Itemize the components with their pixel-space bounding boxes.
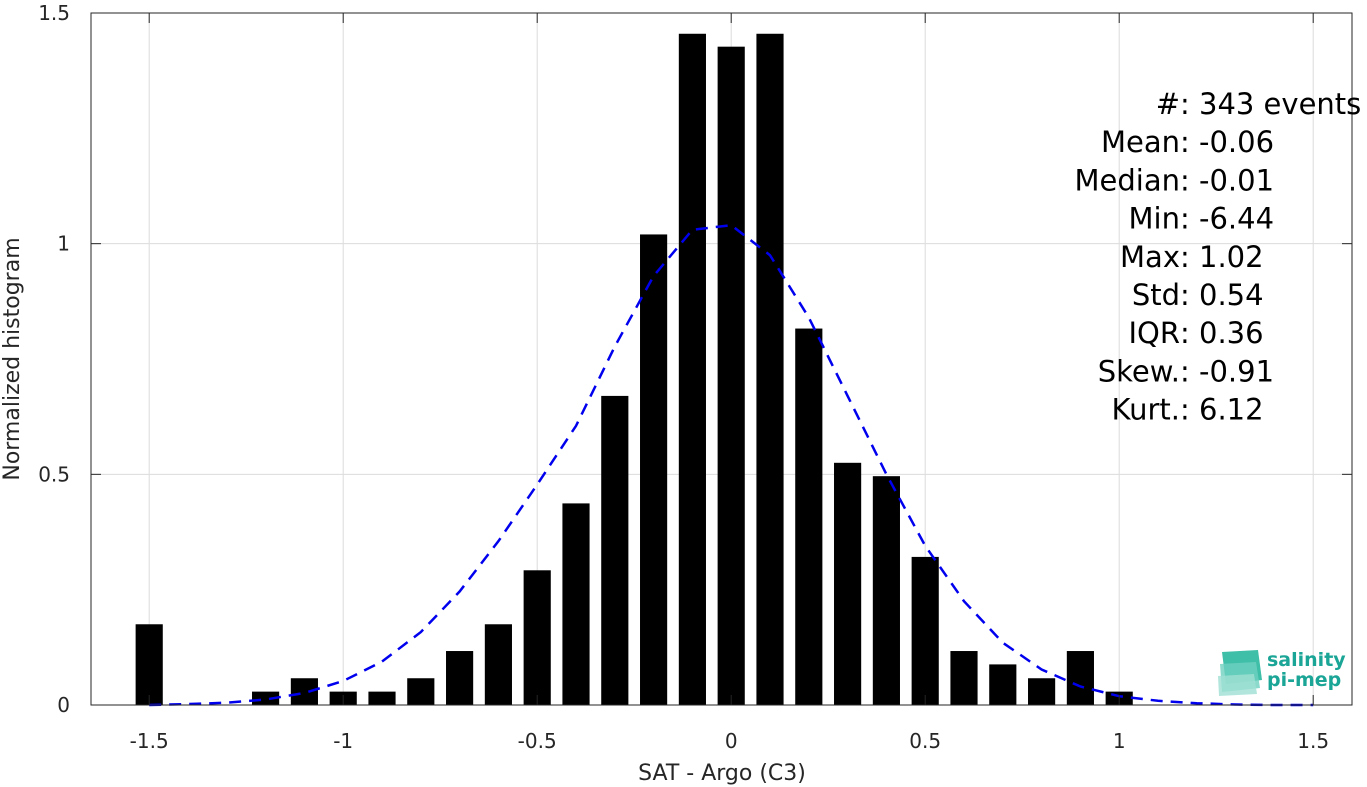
stat-label: Min [1129, 202, 1180, 236]
y-tick-label: 1.5 [38, 1, 70, 25]
stat-label: Skew. [1098, 354, 1180, 388]
stat-value: : 6.12 [1180, 393, 1264, 427]
histogram-bar [290, 678, 318, 705]
histogram-bars [135, 33, 1133, 706]
histogram-bar [717, 46, 745, 706]
histogram-bar [950, 651, 978, 705]
stat-label: Mean [1101, 125, 1180, 159]
histogram-bar [756, 33, 784, 705]
stat-value: : -6.44 [1180, 202, 1274, 236]
x-tick-label: -1.5 [130, 729, 169, 753]
histogram-bar [523, 570, 551, 705]
y-axis-title: Normalized histogram [0, 237, 25, 480]
x-tick-label: -1 [333, 729, 353, 753]
stat-value: : -0.91 [1180, 354, 1274, 388]
histogram-bar [562, 503, 590, 705]
logo-mark-icon [1218, 650, 1262, 696]
x-tick-label: 1 [1113, 729, 1126, 753]
histogram-bar [989, 664, 1017, 705]
stat-label: Max [1120, 240, 1180, 274]
histogram-bar [678, 33, 706, 705]
y-tick-label: 1 [57, 232, 70, 256]
stat-label: Median [1075, 163, 1180, 197]
histogram-bar [834, 462, 862, 705]
stat-value: : 343 events [1180, 87, 1361, 121]
histogram-bar [872, 476, 900, 705]
axis-ticks [91, 12, 1352, 706]
histogram-bar [446, 651, 474, 705]
y-tick-labels: 0 0.5 1 1.5 [38, 1, 70, 717]
histogram-bar [911, 556, 939, 705]
x-tick-label: 1.5 [1297, 729, 1329, 753]
y-tick-label: 0 [57, 693, 70, 717]
histogram-bar [1028, 678, 1056, 705]
x-tick-label: 0.5 [909, 729, 941, 753]
salinity-pi-mep-logo: salinity pi-mep [1218, 649, 1346, 696]
stat-value: : -0.06 [1180, 125, 1274, 159]
histogram-bar [484, 624, 512, 705]
stat-value: : 1.02 [1180, 240, 1264, 274]
stat-label: Kurt. [1112, 393, 1180, 427]
histogram-bar [601, 395, 629, 705]
stat-label: Std [1132, 278, 1180, 312]
histogram-bar [407, 678, 435, 705]
stat-label: # [1156, 87, 1180, 121]
x-axis-title: SAT - Argo (C3) [638, 761, 806, 786]
stat-value: : 0.36 [1180, 316, 1264, 350]
histogram-bar [1066, 651, 1094, 705]
x-tick-label: 0 [725, 729, 738, 753]
stat-value: : -0.01 [1180, 163, 1274, 197]
histogram-bar [252, 691, 280, 705]
stat-label: IQR [1128, 316, 1180, 350]
logo-line-salinity: salinity [1267, 649, 1346, 671]
histogram-bar [368, 691, 396, 705]
histogram-bar [795, 328, 823, 705]
stat-value: : 0.54 [1180, 278, 1264, 312]
logo-line-pi-mep: pi-mep [1267, 669, 1341, 691]
x-tick-label: -0.5 [518, 729, 557, 753]
histogram-bar [640, 234, 668, 705]
y-tick-label: 0.5 [38, 462, 70, 486]
plot-area-border [90, 12, 1353, 706]
x-tick-labels: -1.5 -1 -0.5 0 0.5 1 1.5 [130, 729, 1329, 753]
histogram-bar [135, 624, 163, 705]
